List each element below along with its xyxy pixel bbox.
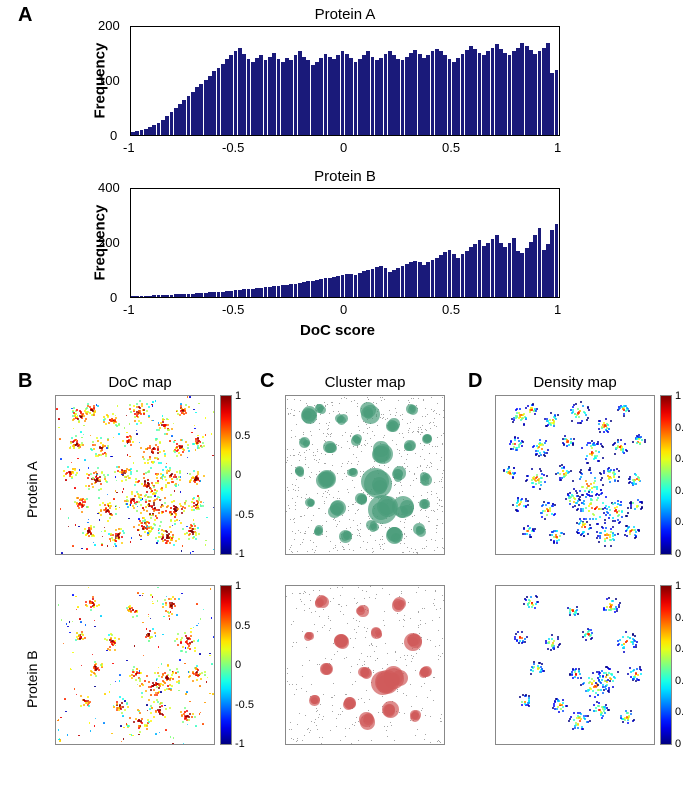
hist2-ytick-0: 0 [110, 290, 117, 305]
hist2-xtick-0: 0 [340, 302, 347, 317]
hist1-ytick-100: 100 [98, 73, 120, 88]
hist2-xtick-05: 0.5 [442, 302, 460, 317]
col-c-title: Cluster map [285, 374, 445, 391]
hist1-xtick-1: 1 [554, 140, 561, 155]
panel-b-label: B [18, 370, 32, 393]
hist2-ytick-200: 200 [98, 235, 120, 250]
hist2-xtick-1: 1 [554, 302, 561, 317]
hist2-ytick-400: 400 [98, 180, 120, 195]
histogram-protein-b [130, 188, 560, 298]
hist1-ytick-0: 0 [110, 128, 117, 143]
hist1-xtick-0: 0 [340, 140, 347, 155]
hist1-xtick-05: 0.5 [442, 140, 460, 155]
colorbar-density-b: 00.20.40.60.81 [660, 585, 672, 745]
cluster-map-protein-a [285, 395, 445, 555]
doc-map-protein-b [55, 585, 215, 745]
colorbar-doc-b: -1-0.500.51 [220, 585, 232, 745]
density-map-protein-b [495, 585, 655, 745]
panel-a-label: A [18, 4, 32, 27]
panel-c-label: C [260, 370, 274, 393]
col-d-title: Density map [495, 374, 655, 391]
hist1-title: Protein A [130, 6, 560, 23]
hist1-xtick-n05: -0.5 [222, 140, 244, 155]
hist2-title: Protein B [130, 168, 560, 185]
hist2-xtick-n05: -0.5 [222, 302, 244, 317]
hist1-xtick-n1: -1 [123, 140, 135, 155]
hist-xlabel: DoC score [300, 322, 375, 339]
row-b-label: Protein B [24, 628, 40, 708]
colorbar-doc-a: -1-0.500.51 [220, 395, 232, 555]
figure: A Protein A Frequency 0 100 200 -1 -0.5 … [0, 0, 683, 788]
col-b-title: DoC map [60, 374, 220, 391]
hist1-ytick-200: 200 [98, 18, 120, 33]
cluster-map-protein-b [285, 585, 445, 745]
density-map-protein-a [495, 395, 655, 555]
panel-d-label: D [468, 370, 482, 393]
histogram-protein-a [130, 26, 560, 136]
row-a-label: Protein A [24, 438, 40, 518]
doc-map-protein-a [55, 395, 215, 555]
hist2-xtick-n1: -1 [123, 302, 135, 317]
colorbar-density-a: 00.20.40.60.81 [660, 395, 672, 555]
